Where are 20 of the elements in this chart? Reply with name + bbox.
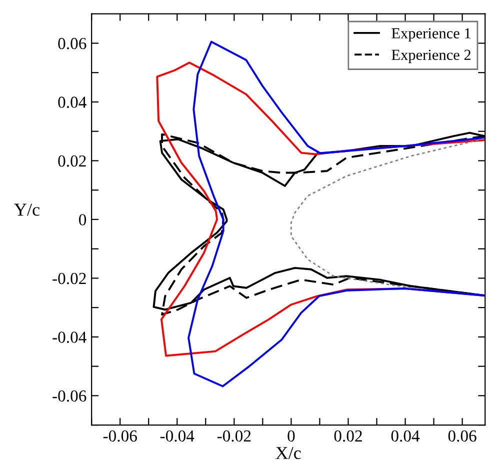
y-tick-label: -0.06 xyxy=(52,390,86,402)
x-tick-label: -0.06 xyxy=(103,430,137,442)
y-tick-label: 0.04 xyxy=(58,96,86,108)
legend-label: Experience 1 xyxy=(392,28,470,42)
x-tick-label: -0.02 xyxy=(217,430,251,442)
y-tick-label: 0.06 xyxy=(58,38,86,50)
y-tick-label: -0.02 xyxy=(52,272,86,284)
line-series xyxy=(290,138,485,289)
x-tick-label: 0.02 xyxy=(334,430,362,442)
x-tick-label: 0.06 xyxy=(448,430,476,442)
x-tick-label: 0.04 xyxy=(391,430,420,442)
y-tick-label: 0 xyxy=(79,214,86,226)
x-tick-label: 0 xyxy=(288,430,295,442)
line-series xyxy=(188,40,486,388)
y-axis-title: Y/c xyxy=(14,204,40,216)
x-tick-label: -0.04 xyxy=(160,430,194,442)
y-tick-label: 0.02 xyxy=(58,155,86,167)
y-tick-label: -0.04 xyxy=(52,332,86,343)
legend-label: Experience 2 xyxy=(392,50,471,64)
x-axis-title: X/c xyxy=(276,447,301,460)
